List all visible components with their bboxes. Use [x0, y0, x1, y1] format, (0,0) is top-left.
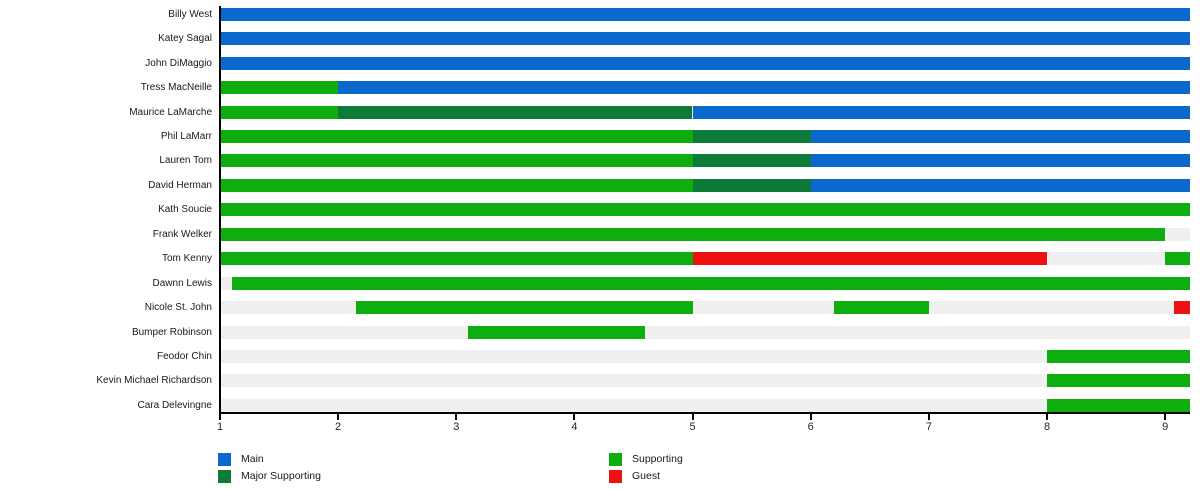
tick-mark [1046, 414, 1048, 420]
bar-segment-supporting [1047, 374, 1190, 388]
row-label: David Herman [148, 179, 212, 191]
row-label: Feodor Chin [156, 351, 212, 362]
tick-mark [809, 414, 812, 420]
x-axis-line [219, 412, 1190, 414]
tick-label: 1 [216, 421, 224, 433]
bar-segment-guest [1173, 301, 1190, 315]
row-label: Dawnn Lewis [152, 277, 212, 289]
bar-segment-supporting [468, 325, 646, 339]
tick-mark [337, 414, 340, 420]
bar-segment-supporting [220, 252, 693, 266]
bar-segment-supporting [231, 276, 1190, 290]
bar-segment-supporting [220, 178, 693, 192]
bar-segment-supporting [355, 301, 693, 315]
bar-segment-supporting [220, 81, 339, 95]
bar-segment-supporting [1165, 252, 1190, 266]
tick-mark [927, 414, 930, 420]
bar-segment-supporting [220, 203, 1190, 217]
bar-segment-main [692, 105, 1190, 119]
row-label: Nicole St. John [144, 302, 212, 314]
bar-segment-main [810, 154, 1190, 168]
row-label: Bumper Robinson [131, 326, 212, 338]
tick-label: 7 [925, 421, 932, 433]
tick-label: 4 [571, 421, 578, 433]
row-track [220, 325, 1190, 339]
bar-segment-supporting [220, 154, 693, 168]
tick-mark [573, 414, 576, 420]
row-label: Phil LaMarr [160, 130, 212, 142]
tick-mark [455, 414, 458, 420]
legend-swatch-icon [609, 452, 622, 466]
row-label: John DiMaggio [145, 57, 212, 69]
row-label: Tom Kenny [161, 253, 212, 265]
legend-swatch-icon [609, 469, 622, 483]
legend-swatch-icon [218, 452, 231, 466]
legend-item-main: Main [218, 452, 264, 466]
row-label: Frank Welker [152, 228, 212, 240]
legend-label: Supporting [632, 453, 683, 465]
row-label: Katey Sagal [158, 33, 212, 45]
tick-label: 3 [453, 421, 460, 433]
row-label: Lauren Tom [159, 155, 212, 167]
legend-item-supporting: Supporting [609, 452, 683, 466]
tick-mark [691, 414, 694, 420]
legend-label: Main [241, 453, 264, 465]
legend-label: Major Supporting [241, 470, 321, 482]
tick-label: 5 [689, 421, 696, 433]
row-label: Kevin Michael Richardson [96, 375, 212, 387]
bar-segment-main [220, 7, 1190, 21]
tick-label: 2 [335, 421, 342, 433]
bar-segment-main [220, 56, 1190, 70]
tick-mark [1164, 414, 1167, 420]
row-label: Kath Soucie [158, 204, 212, 216]
bar-segment-major-supporting [692, 154, 811, 168]
tick-label: 9 [1162, 421, 1169, 433]
row-label: Cara Delevingne [137, 399, 213, 411]
bar-segment-supporting [1047, 398, 1190, 412]
tick-mark [219, 414, 221, 420]
bar-segment-major-supporting [692, 178, 811, 192]
bar-segment-main [338, 81, 1190, 95]
row-label: Maurice LaMarche [129, 106, 212, 118]
bar-segment-supporting [220, 129, 693, 143]
row-label: Billy West [168, 8, 212, 20]
legend-item-major-supporting: Major Supporting [218, 469, 321, 483]
bar-segment-supporting [834, 301, 929, 315]
row-label: Tress MacNeille [140, 82, 212, 94]
row-track [220, 374, 1190, 388]
y-axis-line [219, 6, 221, 414]
row-track [220, 350, 1190, 363]
tick-label: 8 [1043, 421, 1051, 433]
bar-segment-main [810, 178, 1190, 192]
bar-segment-supporting [220, 105, 339, 119]
legend-label: Guest [632, 470, 661, 482]
legend-item-guest: Guest [609, 469, 660, 483]
bar-segment-supporting [1047, 350, 1190, 363]
bar-segment-major-supporting [338, 105, 693, 119]
tick-label: 6 [807, 421, 814, 433]
bar-segment-supporting [220, 227, 1166, 241]
bar-segment-guest [692, 252, 1047, 266]
bar-segment-main [220, 32, 1190, 46]
row-track [220, 398, 1190, 412]
legend-swatch-icon [218, 469, 231, 483]
bar-segment-main [810, 129, 1190, 143]
bar-segment-major-supporting [692, 129, 811, 143]
